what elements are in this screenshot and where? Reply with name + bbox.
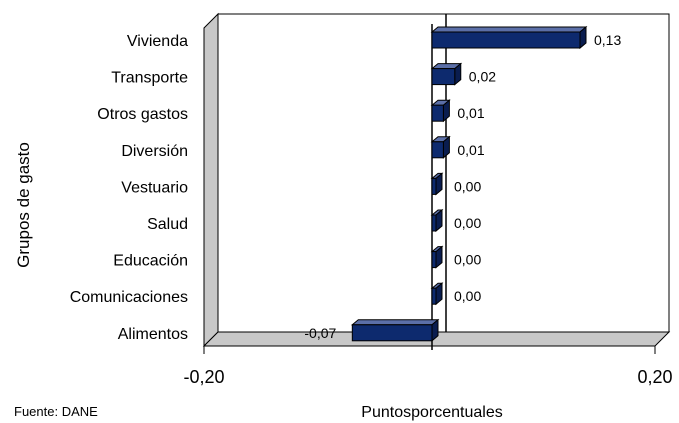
value-labels: 0,13 0,02 0,01 0,01 0,00 0,00 0,00 0,00 -0,07 xyxy=(304,32,621,341)
bar-3 xyxy=(430,99,451,123)
y-axis-title: Grupos de gasto xyxy=(14,142,33,268)
data-label: -0,07 xyxy=(304,325,336,341)
bar-1 xyxy=(430,25,588,50)
data-label: 0,00 xyxy=(454,215,481,231)
bar-4 xyxy=(430,135,451,159)
data-label: 0,00 xyxy=(454,252,481,268)
back-wall xyxy=(217,13,670,333)
x-tick-max: 0,20 xyxy=(637,367,672,387)
data-label: 0,13 xyxy=(594,32,621,48)
bar-2 xyxy=(430,62,463,86)
bar-9 xyxy=(350,318,440,342)
bar-6 xyxy=(430,208,444,233)
bars xyxy=(350,25,588,342)
category-labels: Vivienda Transporte Otros gastos Diversión V… xyxy=(70,33,188,343)
x-tick-min: -0,20 xyxy=(183,367,224,387)
category-label: Salud xyxy=(147,216,188,233)
bar-5 xyxy=(430,172,444,196)
axis-ticks xyxy=(203,346,656,354)
category-label: Educación xyxy=(113,253,188,270)
category-label: Diversión xyxy=(121,143,188,160)
data-label: 0,02 xyxy=(469,69,496,85)
category-label: Vestuario xyxy=(121,179,188,196)
category-label: Comunicaciones xyxy=(70,289,188,306)
category-label: Vivienda xyxy=(127,33,188,50)
bar-8 xyxy=(430,282,444,306)
data-label: 0,01 xyxy=(457,142,484,158)
data-label: 0,01 xyxy=(457,105,484,121)
category-label: Otros gastos xyxy=(97,106,188,123)
category-label: Transporte xyxy=(111,70,188,87)
x-axis-title: Puntosporcentuales xyxy=(361,404,502,421)
side-wall xyxy=(203,12,219,348)
source-note: Fuente: DANE xyxy=(14,404,98,419)
data-label: 0,00 xyxy=(454,178,481,194)
bar-7 xyxy=(430,245,444,269)
category-label: Alimentos xyxy=(118,326,188,343)
data-label: 0,00 xyxy=(454,288,481,304)
